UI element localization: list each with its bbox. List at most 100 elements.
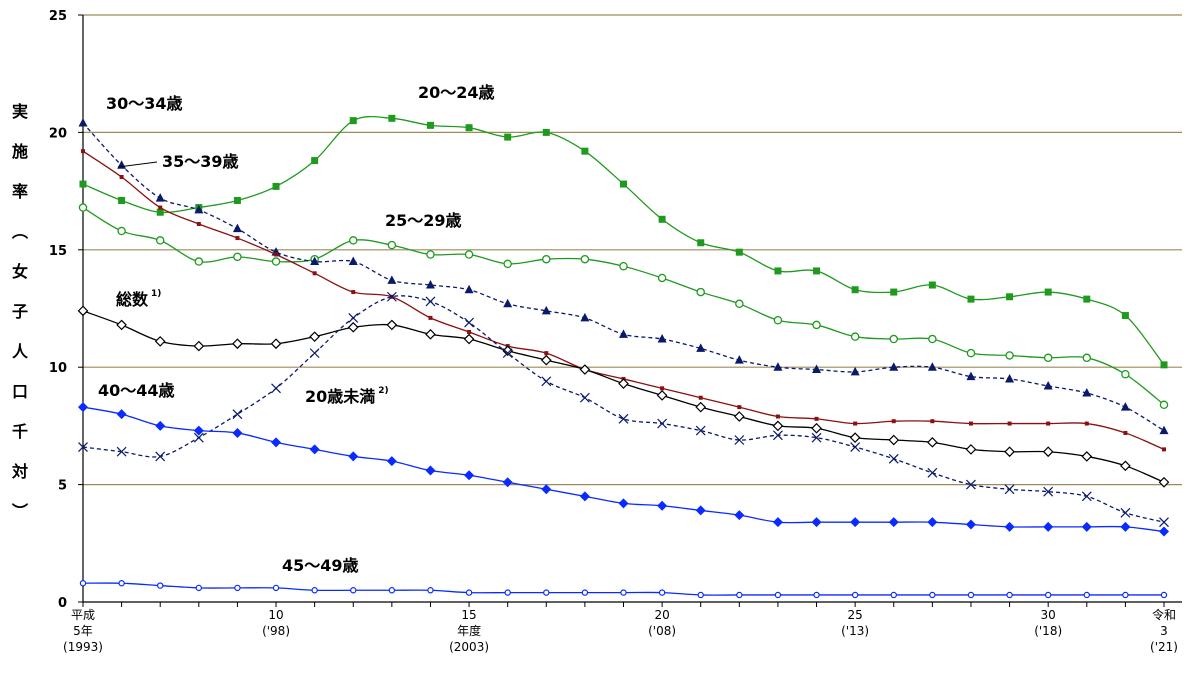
series-label: 20～24歳 — [418, 83, 495, 102]
data-point — [464, 470, 475, 481]
data-point — [502, 348, 513, 359]
x-tick-label-line: ('98) — [262, 624, 290, 638]
data-point — [1120, 460, 1131, 472]
data-point — [541, 484, 552, 495]
data-point — [1005, 373, 1015, 383]
data-point — [773, 315, 783, 325]
data-point — [1083, 295, 1091, 303]
series-label: 20歳未満 — [305, 387, 375, 406]
data-point — [927, 517, 938, 528]
x-tick-label: 令和 3 ('21) — [1150, 607, 1178, 654]
data-point — [657, 273, 667, 283]
data-point — [656, 390, 668, 401]
x-tick-label-line: (2003) — [449, 640, 489, 654]
data-point — [312, 271, 317, 276]
data-point — [1120, 521, 1131, 532]
data-point — [619, 329, 628, 338]
data-point — [696, 287, 705, 297]
x-tick-label-line: 平成 — [71, 608, 95, 622]
series-6 — [78, 402, 1169, 537]
data-point — [889, 362, 899, 371]
data-point — [195, 584, 203, 592]
data-point — [118, 580, 125, 587]
data-point — [812, 320, 821, 330]
x-tick-label-line: 20 — [654, 608, 669, 622]
data-point — [775, 414, 780, 419]
data-point — [1081, 491, 1092, 502]
label-leader-line — [117, 161, 158, 168]
data-point — [581, 589, 589, 596]
data-point — [657, 418, 668, 429]
data-point — [464, 284, 474, 294]
data-point — [1160, 591, 1168, 599]
data-point — [79, 180, 87, 188]
data-point — [193, 425, 204, 436]
data-point — [1122, 591, 1129, 599]
data-point — [504, 133, 512, 141]
data-point — [579, 491, 590, 502]
data-point — [1120, 507, 1131, 518]
y-tick-label: 5 — [58, 479, 67, 494]
data-point — [351, 290, 356, 295]
data-point — [965, 519, 976, 530]
data-point — [386, 456, 397, 467]
data-point — [425, 280, 435, 289]
data-point — [1044, 591, 1052, 599]
data-point — [891, 419, 896, 424]
data-point — [967, 591, 975, 599]
data-point — [388, 587, 396, 594]
x-tick-label-line: ('13) — [841, 624, 869, 638]
data-point — [425, 296, 436, 307]
data-point — [927, 362, 937, 371]
y-tick-label: 15 — [49, 244, 67, 259]
data-point — [1159, 526, 1169, 537]
data-point — [425, 328, 436, 340]
data-point — [349, 117, 357, 125]
gridlines — [83, 14, 1182, 486]
data-point — [813, 267, 821, 275]
data-point — [272, 182, 280, 190]
data-point — [155, 420, 166, 431]
series-0 — [79, 114, 1168, 369]
x-tick-label-line: 5年 — [73, 624, 93, 638]
data-point — [467, 329, 472, 334]
data-point — [1043, 380, 1053, 390]
x-tick-label: 25 ('13) — [841, 608, 869, 638]
data-point — [348, 312, 359, 323]
data-point — [116, 446, 127, 457]
data-point — [156, 208, 164, 216]
data-point — [695, 505, 706, 516]
data-point — [1081, 451, 1093, 462]
data-point — [463, 333, 475, 345]
data-point — [811, 422, 822, 434]
data-point — [890, 288, 898, 296]
data-point — [235, 236, 240, 241]
data-point — [851, 286, 859, 294]
x-tick-label-line: 30 — [1041, 608, 1056, 622]
data-point — [966, 479, 976, 490]
y-axis-label-char: ︵ — [12, 222, 28, 241]
data-point — [158, 205, 163, 210]
data-point — [348, 236, 358, 245]
data-point — [271, 257, 281, 266]
y-axis-label-char: 実 — [12, 102, 28, 121]
y-axis-label-char: 女 — [12, 262, 28, 281]
data-point — [850, 366, 860, 376]
data-point — [773, 362, 783, 371]
data-point — [1043, 521, 1054, 532]
data-point — [425, 465, 436, 476]
data-point — [1082, 353, 1092, 363]
data-point — [309, 444, 320, 455]
series-3 — [81, 149, 1166, 452]
data-point — [580, 312, 590, 322]
data-point — [580, 254, 590, 264]
data-point — [465, 589, 473, 596]
data-point — [735, 248, 743, 256]
data-point — [1123, 430, 1128, 435]
x-tick-label-line: 年度 — [457, 623, 481, 638]
data-point — [1043, 353, 1053, 363]
data-point — [1081, 521, 1092, 532]
data-point — [194, 257, 204, 266]
